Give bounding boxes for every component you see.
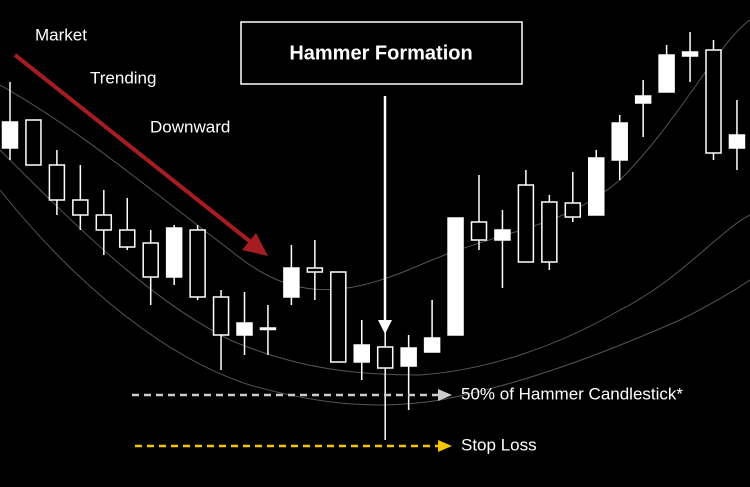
stop-arrowhead (438, 440, 452, 452)
bands (0, 19, 750, 406)
candle-body (236, 322, 253, 336)
candle-body (588, 157, 605, 216)
candle-body (142, 242, 159, 278)
annotation: Downward (150, 117, 230, 136)
candle-body (494, 229, 511, 241)
lower-band (0, 149, 750, 376)
candle-body (470, 221, 488, 241)
annotation: Trending (90, 68, 156, 87)
candle-body (48, 164, 66, 201)
candle-body (306, 267, 324, 273)
trend-arrowhead (242, 233, 268, 256)
candle-body (705, 49, 722, 154)
candle-body (259, 327, 277, 331)
candle-body (189, 229, 206, 298)
candle-body (330, 271, 347, 363)
annotation: 50% of Hammer Candlestick* (461, 384, 683, 403)
candle-body (517, 184, 535, 263)
candle-body (564, 202, 582, 218)
candle-body (658, 54, 675, 93)
candle-body (447, 217, 464, 336)
annotation: Stop Loss (461, 435, 537, 454)
candle-body (165, 227, 183, 278)
candle-body (95, 214, 113, 231)
candle-body (376, 346, 394, 369)
candle-body (728, 134, 746, 149)
candle-body (283, 267, 300, 298)
candle-body (634, 95, 652, 104)
pointer-arrowhead (378, 320, 392, 334)
candle-body (353, 344, 370, 363)
trend-arrow (13, 53, 254, 245)
upper-band (0, 19, 750, 291)
half-arrowhead (438, 389, 452, 401)
label-box (240, 21, 523, 85)
candle-body (119, 229, 136, 248)
candles (1, 32, 746, 440)
annotation: Hammer Formation (289, 42, 472, 64)
candle-body (611, 122, 628, 161)
annotation: Market (35, 25, 87, 44)
candle-body (72, 199, 89, 216)
candle-body (541, 201, 558, 263)
candle-body (1, 121, 19, 149)
candle-body (681, 51, 699, 57)
candle-body (400, 347, 417, 367)
candle-body (25, 119, 42, 166)
candle-body (212, 296, 230, 336)
candle-body (423, 337, 441, 353)
outer-band (0, 189, 750, 406)
